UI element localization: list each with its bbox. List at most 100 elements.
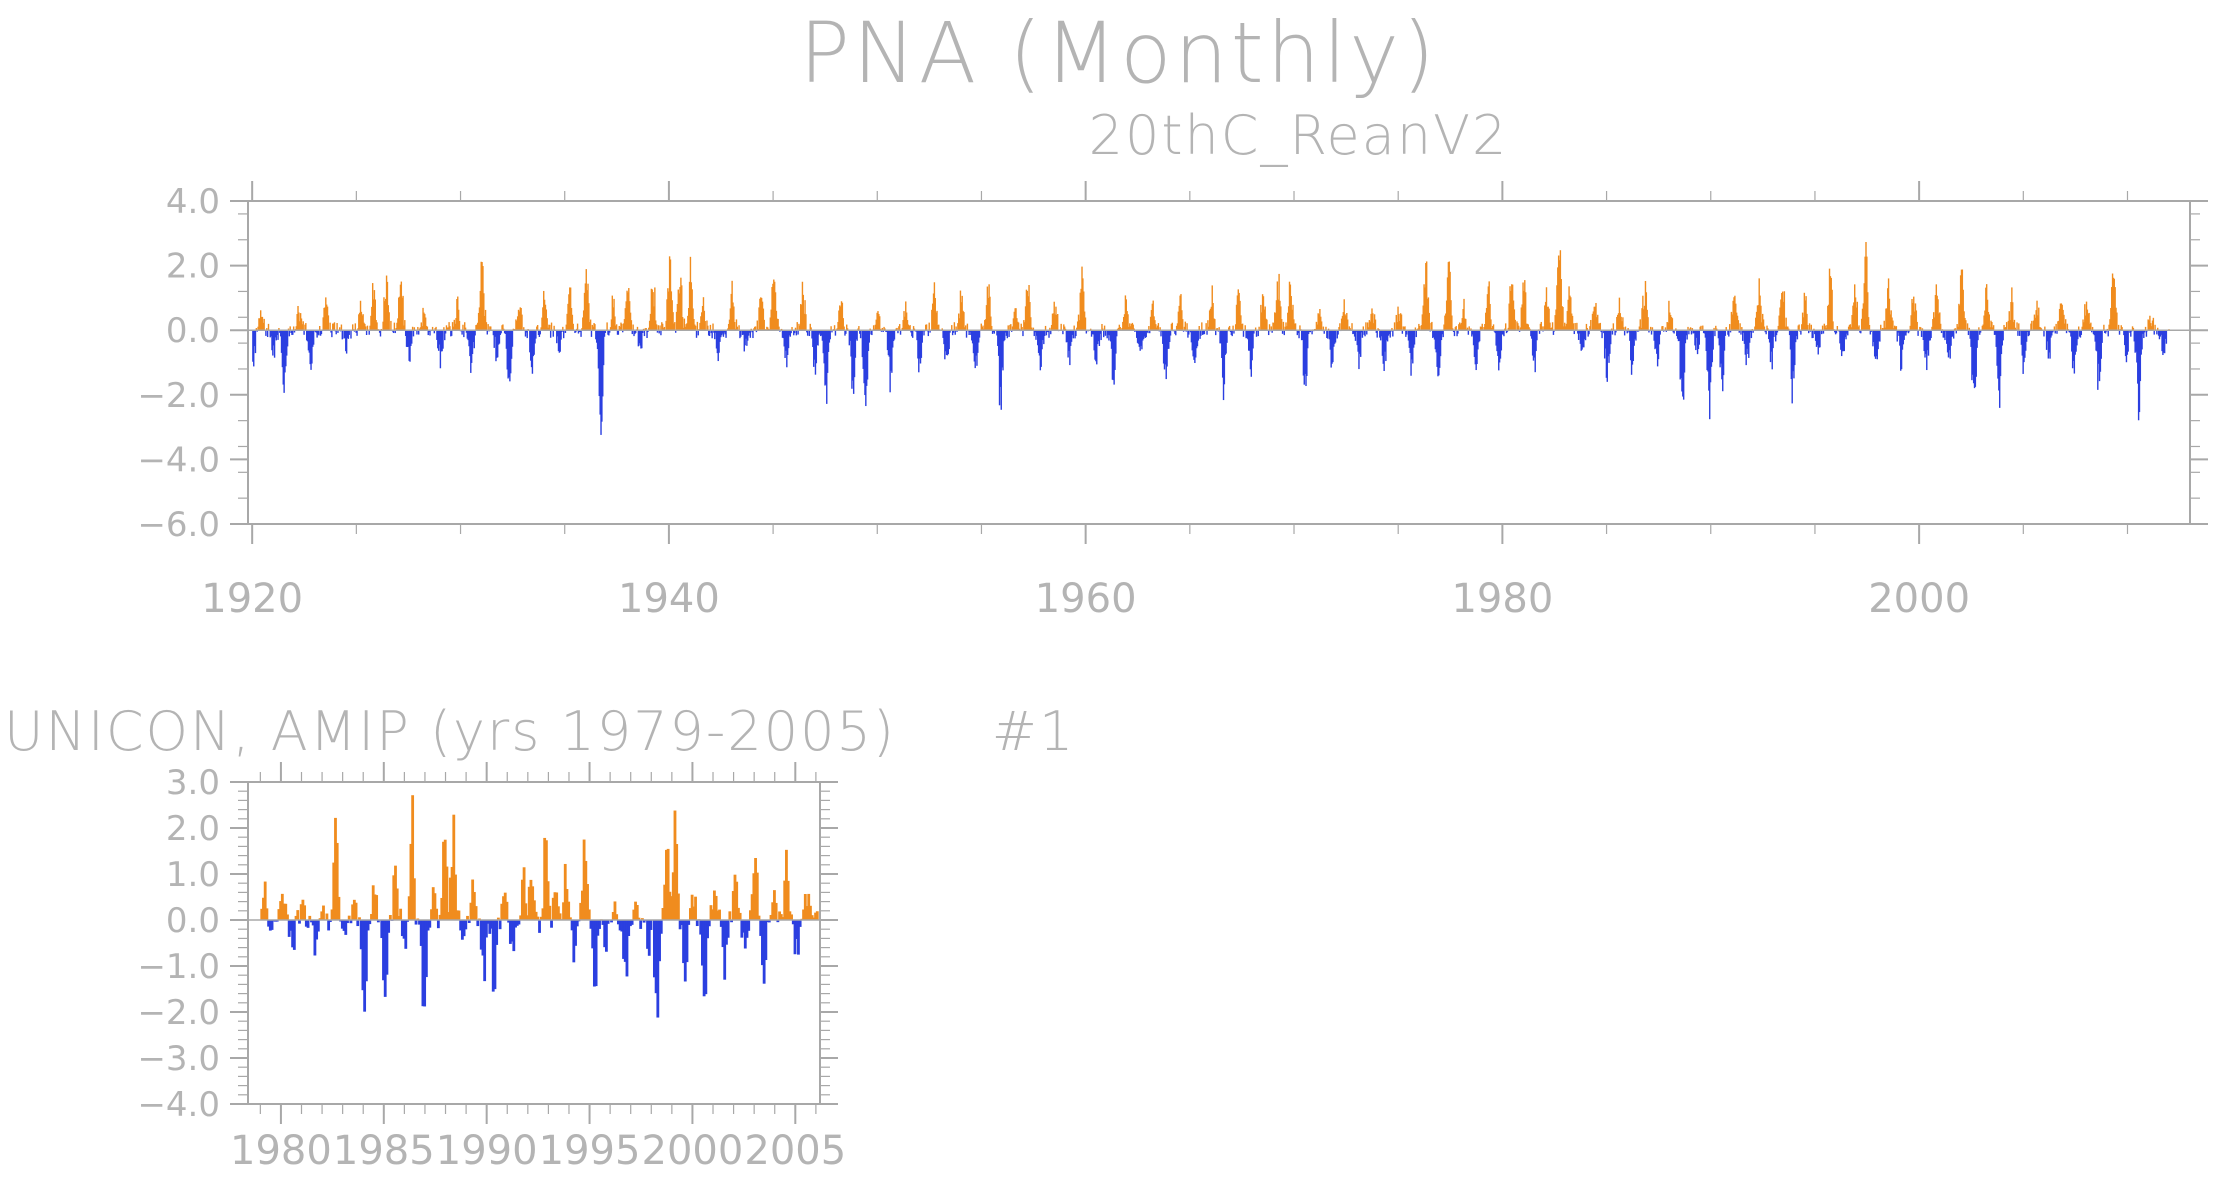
bar-positive	[876, 312, 878, 331]
bar-positive	[1827, 305, 1829, 331]
bar-positive	[756, 320, 759, 331]
bar-positive	[2012, 322, 2015, 331]
bar-positive	[1957, 326, 1959, 331]
bar-positive	[2060, 303, 2063, 331]
bar-positive	[1804, 300, 1806, 331]
bar-negative	[1039, 330, 1042, 371]
bar-negative	[1233, 330, 1235, 334]
bar-positive	[2033, 314, 2036, 331]
bar-positive	[396, 322, 398, 331]
bar-negative	[1038, 330, 1041, 356]
bar-positive	[681, 285, 683, 331]
bar-positive	[579, 902, 583, 920]
bar-positive	[289, 326, 291, 331]
bar-negative	[683, 920, 687, 982]
bar-negative	[350, 330, 352, 339]
bar-negative	[1388, 330, 1391, 335]
bar-positive	[937, 324, 939, 331]
bar-positive	[1639, 319, 1641, 331]
bar-positive	[489, 326, 491, 331]
bar-negative	[466, 330, 469, 339]
bar-positive	[1210, 306, 1213, 331]
bar-positive	[727, 323, 730, 331]
bar-positive	[300, 318, 303, 331]
bar-positive	[416, 918, 420, 920]
bar-positive	[955, 326, 957, 331]
y-tick-label: 0.0	[166, 311, 220, 351]
bar-positive	[1119, 326, 1121, 331]
bar-positive	[800, 304, 803, 331]
bar-negative	[504, 330, 507, 334]
bar-positive	[2059, 303, 2062, 331]
bar-positive	[1179, 295, 1181, 331]
bar-negative	[550, 920, 553, 928]
bar-positive	[1913, 296, 1915, 331]
bar-negative	[526, 330, 528, 339]
bar-positive	[2081, 326, 2083, 331]
bar-positive	[671, 300, 673, 331]
bar-positive	[881, 327, 884, 331]
bar-negative	[708, 330, 711, 337]
bar-negative	[1972, 330, 1975, 384]
bar-positive	[1132, 324, 1134, 331]
bar-negative	[1606, 330, 1608, 382]
bar-positive	[628, 288, 630, 331]
bar-positive	[536, 326, 538, 331]
bar-negative	[823, 330, 825, 364]
bar-positive	[1325, 326, 1327, 331]
bar-positive	[1767, 328, 1769, 331]
bar-negative	[1655, 330, 1657, 349]
bar-positive	[1757, 305, 1760, 331]
bar-positive	[1029, 301, 1031, 331]
bar-negative	[927, 330, 930, 337]
bar-positive	[1513, 309, 1516, 331]
bar-negative	[1923, 330, 1925, 352]
bar-positive	[480, 261, 482, 331]
bar-positive	[966, 323, 969, 331]
bar-negative	[284, 330, 286, 373]
bar-positive	[496, 917, 500, 920]
bar-negative	[1475, 330, 1477, 371]
bar-positive	[1730, 311, 1733, 331]
bar-negative	[558, 330, 561, 353]
y-tick-label: 0.0	[166, 901, 220, 941]
bar-positive	[1010, 324, 1012, 331]
bar-positive	[462, 324, 464, 331]
bar-negative	[638, 330, 640, 344]
bar-negative	[1174, 330, 1176, 334]
bar-negative	[1247, 330, 1250, 351]
bar-negative	[1091, 330, 1094, 335]
bar-negative	[1439, 330, 1442, 357]
bar-negative	[1776, 330, 1779, 333]
bar-positive	[1155, 327, 1158, 331]
bar-positive	[984, 319, 987, 331]
bar-negative	[812, 330, 814, 348]
bar-negative	[616, 330, 619, 335]
bar-negative	[318, 330, 320, 336]
bar-positive	[277, 909, 281, 920]
bar-negative	[1876, 330, 1878, 360]
bar-positive	[354, 902, 358, 920]
bar-negative	[1926, 330, 1929, 351]
bar-positive	[1881, 327, 1884, 331]
bar-negative	[635, 330, 637, 333]
bar-negative	[1333, 330, 1335, 347]
bar-positive	[1616, 314, 1619, 331]
bar-positive	[324, 307, 326, 331]
bar-positive	[1205, 323, 1207, 331]
bar-negative	[1697, 330, 1700, 350]
bar-negative	[659, 920, 663, 934]
bar-positive	[1020, 323, 1022, 331]
bar-negative	[1900, 330, 1903, 370]
bar-negative	[891, 330, 893, 373]
bar-positive	[814, 912, 817, 920]
bar-negative	[1579, 330, 1582, 344]
bar-positive	[1340, 318, 1343, 331]
bar-positive	[1992, 327, 1994, 331]
bar-negative	[1717, 330, 1720, 339]
bar-negative	[1847, 330, 1849, 336]
bar-negative	[1536, 330, 1538, 341]
bar-positive	[1280, 306, 1282, 331]
bar-negative	[2163, 330, 2166, 354]
bar-positive	[1988, 314, 1990, 331]
